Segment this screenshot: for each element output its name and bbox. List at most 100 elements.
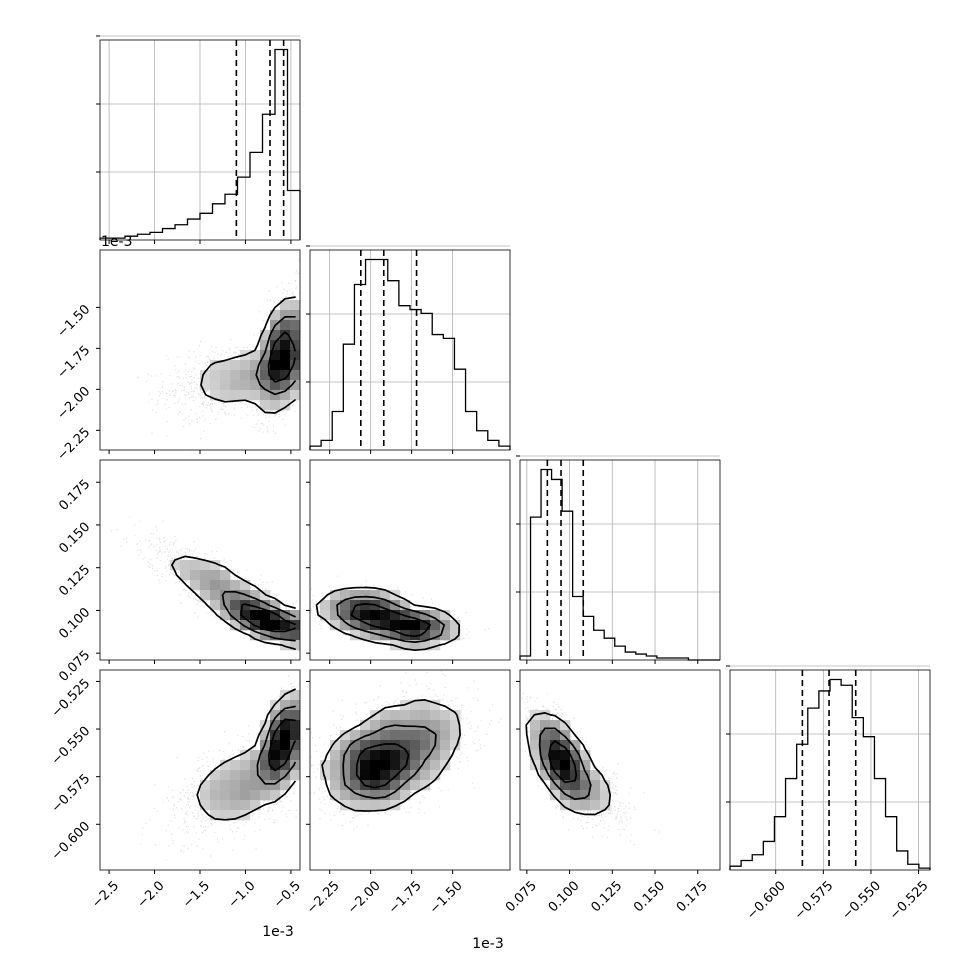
x-tick-label: −0.600 (744, 878, 789, 923)
contour-level-1 (538, 727, 592, 801)
density-cell (380, 620, 391, 631)
panel-frame (519, 459, 721, 661)
density-cell (230, 390, 241, 401)
density-cell (350, 770, 361, 781)
contour-level-0 (315, 586, 461, 652)
density-cell (260, 720, 271, 731)
density-cell (530, 740, 541, 751)
density-cell (340, 740, 351, 751)
density-cell (350, 600, 361, 611)
density-cell (230, 770, 241, 781)
density-cell (230, 760, 241, 771)
density-cell (360, 590, 371, 601)
density-cell (240, 380, 251, 391)
density-cell (570, 800, 581, 811)
density-cell (600, 790, 611, 801)
contour-level-2 (350, 603, 432, 638)
density-cell (360, 630, 371, 641)
density-cell (370, 750, 381, 761)
density-cell (540, 770, 551, 781)
y-tick-label: 0.175 (56, 477, 93, 514)
density-cell (270, 750, 281, 761)
x-tick-label: −1.5 (180, 878, 213, 911)
histogram-step (519, 468, 720, 661)
density-cell (420, 700, 431, 711)
density-cell (430, 640, 441, 651)
density-cell (270, 760, 281, 771)
density-cell (420, 630, 431, 641)
density-cell (230, 610, 241, 621)
y-tick-label: 0.125 (56, 562, 93, 599)
density-cell (270, 770, 281, 781)
pair-panel-3-1 (309, 669, 511, 871)
density-cell (290, 300, 300, 311)
density-cell (380, 760, 391, 771)
density-cell (210, 790, 221, 801)
density-cell (210, 570, 221, 581)
density-cell (330, 610, 341, 621)
density-cell (360, 790, 371, 801)
density-cell (210, 600, 221, 611)
density-cell (400, 620, 411, 631)
density-cell (280, 390, 291, 401)
contour-level-0 (196, 688, 296, 821)
y-tick-label: −1.75 (55, 343, 94, 382)
pair-content (139, 675, 300, 861)
density-cell (440, 750, 451, 761)
density-cell (210, 780, 221, 791)
x-tick-label: −1.0 (226, 878, 259, 911)
density-cell (430, 770, 441, 781)
density-cell (240, 610, 251, 621)
density-cell (540, 740, 551, 751)
density-cell (200, 790, 211, 801)
density-cell (280, 750, 291, 761)
density-cell (450, 730, 461, 741)
density-cell (220, 360, 231, 371)
pair-panel-2-1 (309, 459, 511, 661)
density-cell (210, 590, 221, 601)
density-cell (260, 370, 271, 381)
pair-content (520, 692, 660, 846)
density-cell (350, 730, 361, 741)
pair-panel-2-0 (99, 459, 301, 661)
density-cell (550, 740, 561, 751)
density-cell (290, 740, 300, 751)
y-tick-label: −2.00 (55, 384, 94, 423)
density-cell (250, 370, 261, 381)
density-cell (330, 600, 341, 611)
density-cell (400, 710, 411, 721)
density-cell (370, 780, 381, 791)
density-cell (270, 710, 281, 721)
density-cell (360, 620, 371, 631)
density-cell (220, 790, 231, 801)
density-cell (350, 610, 361, 621)
density-cell (400, 740, 411, 751)
x-tick-label: −0.575 (792, 878, 837, 923)
density-cell (250, 360, 261, 371)
density-cell (350, 790, 361, 801)
density-cell (290, 310, 300, 321)
density-cell (290, 320, 300, 331)
density-cell (230, 780, 241, 791)
density-cell (320, 760, 331, 771)
density-cell (230, 580, 241, 591)
density-cell (280, 730, 291, 741)
density-cell (270, 400, 281, 411)
density-cell (420, 610, 431, 621)
x-tick-label: −0.5 (271, 878, 304, 911)
density-cell (260, 790, 271, 801)
density-cell (270, 310, 281, 321)
density-cell (280, 370, 291, 381)
density-cell (430, 720, 441, 731)
density-cell (440, 730, 451, 741)
density-cell (400, 790, 411, 801)
density-cell (390, 620, 401, 631)
density-cell (320, 770, 331, 781)
x-tick-label: −2.5 (89, 878, 122, 911)
density-cell (540, 720, 551, 731)
density-cell (280, 310, 291, 321)
density-cell (380, 600, 391, 611)
density-cell (200, 560, 211, 571)
density-cell (370, 720, 381, 731)
density-cell (240, 390, 251, 401)
